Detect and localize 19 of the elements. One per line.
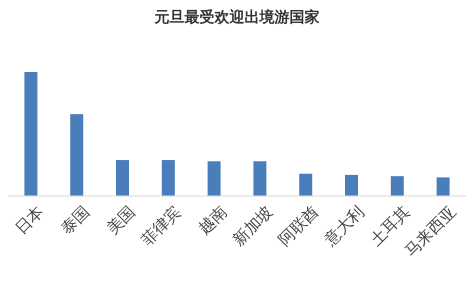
bar (116, 160, 129, 196)
bar (345, 174, 358, 196)
x-tick-label: 美国 (102, 202, 139, 238)
bar (24, 72, 38, 196)
bar (436, 177, 450, 196)
bar (208, 161, 221, 196)
x-tick-label: 菲律宾 (137, 202, 185, 250)
bar (253, 161, 266, 196)
x-tick-label: 意大利 (320, 202, 368, 250)
bar (390, 176, 404, 196)
x-tick-label: 日本 (11, 202, 48, 238)
bar (162, 160, 175, 196)
bar (299, 174, 312, 196)
bar (70, 114, 84, 196)
x-tick-label: 新加坡 (228, 202, 276, 250)
x-tick-label: 越南 (194, 202, 230, 238)
x-tick-label: 泰国 (56, 202, 94, 238)
x-tick-label: 阿联酋 (274, 202, 322, 250)
chart-title: 元旦最受欢迎出境游国家 (154, 8, 320, 26)
